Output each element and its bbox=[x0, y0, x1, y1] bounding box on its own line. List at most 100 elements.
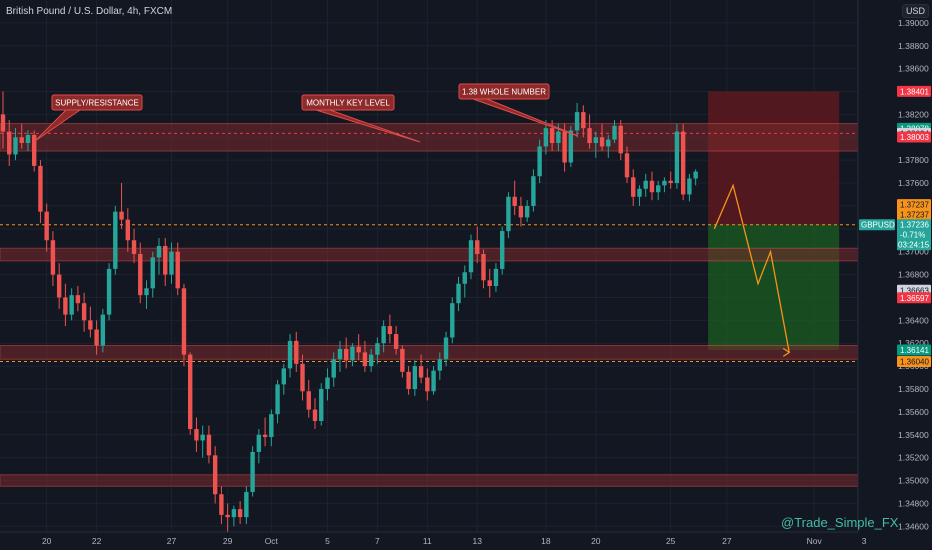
candle-body bbox=[612, 125, 617, 140]
candle-body bbox=[175, 251, 180, 289]
candle-body bbox=[81, 303, 87, 321]
callout-pointer bbox=[472, 98, 579, 137]
candle-body bbox=[487, 280, 492, 287]
horizontal-zone bbox=[0, 247, 859, 262]
price-tick-label: 1.35800 bbox=[898, 384, 929, 394]
candle-body bbox=[69, 295, 74, 315]
candle-body bbox=[44, 211, 49, 241]
candle-body bbox=[668, 180, 673, 184]
candle-body bbox=[100, 314, 106, 346]
candle-body bbox=[256, 434, 262, 452]
candle-body bbox=[456, 283, 461, 304]
candle-body bbox=[425, 377, 430, 392]
candle-body bbox=[206, 434, 212, 456]
candle-body bbox=[156, 245, 162, 258]
currency-button[interactable]: USD bbox=[902, 4, 930, 18]
candle-body bbox=[106, 268, 112, 315]
price-tick-label: 1.39000 bbox=[898, 18, 929, 28]
take-profit-zone bbox=[708, 224, 840, 350]
candle-body bbox=[144, 288, 149, 296]
candle-body bbox=[475, 240, 480, 254]
price-tick-label: 1.34800 bbox=[898, 498, 929, 508]
price-tag bbox=[897, 344, 931, 356]
author-watermark: @Trade_Simple_FX bbox=[781, 515, 899, 530]
candle-body bbox=[368, 354, 374, 367]
candle-body bbox=[131, 240, 137, 254]
candle-body bbox=[574, 112, 580, 131]
candle-body bbox=[250, 451, 255, 492]
price-tick-label: 1.36800 bbox=[898, 270, 929, 280]
price-tag bbox=[897, 356, 931, 368]
candle-body bbox=[63, 297, 68, 315]
candle-body bbox=[32, 135, 37, 166]
candle-body bbox=[599, 137, 605, 147]
candle-body bbox=[269, 414, 274, 438]
candle-body bbox=[362, 352, 368, 367]
time-tick-label: 13 bbox=[473, 536, 483, 546]
price-tag bbox=[897, 292, 931, 304]
price-tag-label: 1.38401 bbox=[900, 87, 929, 96]
candle-body bbox=[294, 340, 299, 364]
candle-body bbox=[231, 509, 237, 518]
candle-body bbox=[337, 348, 343, 360]
bar-timer-label: 03:24:15 bbox=[898, 241, 930, 250]
candle-body bbox=[556, 131, 561, 144]
candle-body bbox=[237, 509, 243, 518]
callout-box bbox=[301, 94, 395, 111]
candle-body bbox=[406, 371, 411, 389]
candle-body bbox=[319, 388, 324, 422]
horizontal-zone bbox=[0, 474, 859, 487]
callout-label-monthly: MONTHLY KEY LEVEL bbox=[306, 99, 390, 108]
price-tag-label: 1.36040 bbox=[900, 358, 929, 367]
time-tick-label: 5 bbox=[325, 536, 330, 546]
candle-body bbox=[150, 257, 155, 289]
callout-pointer bbox=[315, 109, 421, 143]
candle-body bbox=[219, 494, 224, 515]
price-tick-label: 1.38200 bbox=[898, 109, 929, 119]
candle-body bbox=[443, 337, 449, 360]
time-tick-label: 27 bbox=[722, 536, 732, 546]
candle-body bbox=[481, 253, 486, 281]
candle-body bbox=[94, 329, 99, 346]
candle-body bbox=[344, 348, 349, 361]
price-tick-label: 1.37600 bbox=[898, 178, 929, 188]
price-tick-label: 1.34600 bbox=[898, 521, 929, 531]
candle-body bbox=[637, 188, 642, 197]
candle-body bbox=[375, 343, 380, 355]
current-price-tag bbox=[897, 219, 931, 251]
candle-body bbox=[281, 368, 286, 385]
candle-body bbox=[125, 219, 130, 241]
price-tag bbox=[897, 209, 931, 221]
candle-body bbox=[412, 366, 418, 389]
candle-body bbox=[306, 391, 311, 410]
callout-box bbox=[458, 83, 550, 100]
candle-body bbox=[618, 125, 623, 154]
candle-body bbox=[138, 253, 143, 296]
candle-body bbox=[512, 196, 517, 206]
candle-body bbox=[674, 131, 680, 184]
candle-body bbox=[562, 131, 567, 163]
candle-body bbox=[119, 211, 124, 220]
candle-body bbox=[287, 340, 293, 369]
candle-body bbox=[300, 363, 305, 392]
candle-body bbox=[581, 112, 586, 129]
candle-body bbox=[88, 320, 93, 330]
candle-body bbox=[262, 434, 268, 438]
current-price-label: 1.37236 bbox=[900, 221, 929, 230]
candle-body bbox=[462, 272, 467, 284]
time-tick-label: 20 bbox=[42, 536, 52, 546]
candle-body bbox=[518, 205, 524, 218]
candle-body bbox=[680, 131, 686, 195]
candle-body bbox=[13, 137, 18, 155]
candle-body bbox=[543, 128, 549, 147]
candle-body bbox=[0, 114, 6, 132]
callout-label-whole: 1.38 WHOLE NUMBER bbox=[462, 88, 546, 97]
candle-body bbox=[587, 128, 592, 144]
price-tag-label: 1.36141 bbox=[900, 346, 929, 355]
candle-body bbox=[549, 128, 555, 144]
price-tag-label: 1.37237 bbox=[900, 211, 929, 220]
price-tick-label: 1.37000 bbox=[898, 247, 929, 257]
callout-box bbox=[51, 94, 143, 111]
candle-body bbox=[662, 180, 667, 186]
